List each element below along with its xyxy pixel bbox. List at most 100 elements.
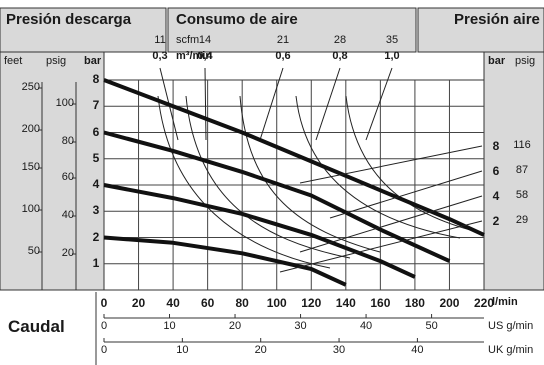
right-legend-panel xyxy=(483,51,544,291)
lmin-tick: 40 xyxy=(166,296,180,310)
right-bar-value: 4 xyxy=(492,189,500,203)
lmin-tick: 80 xyxy=(235,296,249,310)
usg-tick: 30 xyxy=(294,320,307,332)
right-psig-value: 58 xyxy=(515,189,529,201)
header-center-box xyxy=(167,7,417,53)
ukg-tick: 0 xyxy=(100,344,108,356)
lmin-tick: 20 xyxy=(131,296,146,310)
m3-label: m³/min xyxy=(176,50,213,62)
bar-tick: 8 xyxy=(92,72,100,86)
m3-value: 0,6 xyxy=(275,50,291,62)
header-center: Consumo de aire xyxy=(176,11,298,28)
right-psig-value: 87 xyxy=(515,164,529,176)
header-right: Presión aire xyxy=(454,11,540,28)
bar-tick: 6 xyxy=(92,124,100,139)
lmin-tick: 140 xyxy=(335,296,356,310)
m3-value: 1,0 xyxy=(384,50,400,62)
bar-tick: 2 xyxy=(92,229,100,244)
legend-leader xyxy=(299,145,483,184)
ukg-tick: 20 xyxy=(254,344,267,356)
air-leader-line xyxy=(259,67,284,141)
unit-bar: bar xyxy=(84,55,102,67)
right-bar-value: 6 xyxy=(492,164,500,178)
m3-value: 0,4 xyxy=(197,50,213,62)
psig-tick: 20 xyxy=(61,247,74,259)
air-consumption-curves xyxy=(157,67,479,269)
lmin-tick: 60 xyxy=(200,296,215,310)
header-right-box xyxy=(417,7,544,53)
feet-tick: 150 xyxy=(21,161,40,173)
air-consumption-curve xyxy=(345,95,479,233)
right-unit-bar: bar xyxy=(488,55,506,67)
scfm-value: 21 xyxy=(276,34,290,46)
psig-tick: 60 xyxy=(61,171,74,183)
right-bar-value: 8 xyxy=(492,139,500,153)
air-consumption-curve xyxy=(157,95,331,269)
m3-value: 0,3 xyxy=(152,50,168,62)
feet-tick: 250 xyxy=(21,81,40,93)
ukg-tick: 40 xyxy=(411,344,424,356)
lmin-tick: 160 xyxy=(370,296,391,310)
scfm-value: 35 xyxy=(385,34,399,46)
bar-tick: 3 xyxy=(92,203,100,218)
scfm-value: 11 xyxy=(154,34,166,46)
lmin-tick: 200 xyxy=(439,296,460,310)
pressure-curve-6 xyxy=(103,130,451,263)
header-left-box xyxy=(0,7,167,53)
lmin-tick: 100 xyxy=(266,296,287,310)
bar-tick: 7 xyxy=(92,98,100,113)
scfm-value: 14 xyxy=(198,34,212,46)
air-leader-line xyxy=(204,67,207,141)
scfm-label: scfm xyxy=(176,34,200,46)
usg-unit: US g/min xyxy=(488,320,534,332)
psig-tick: 100 xyxy=(55,97,74,109)
pressure-curve-4 xyxy=(103,183,416,279)
left-axis-panel xyxy=(0,51,105,291)
usg-tick: 50 xyxy=(425,320,438,332)
header-left: Presión descarga xyxy=(6,11,132,28)
usg-tick: 10 xyxy=(163,320,176,332)
grid-lines xyxy=(104,80,484,290)
psig-tick: 80 xyxy=(61,135,74,147)
air-leader-line xyxy=(365,67,393,141)
pressure-curves xyxy=(103,78,485,287)
bar-tick: 5 xyxy=(92,150,100,165)
ukg-unit: UK g/min xyxy=(488,344,534,356)
legend-leader xyxy=(279,220,483,273)
lmin-tick: 180 xyxy=(404,296,425,310)
legend-leader-lines xyxy=(279,145,483,273)
pressure-curve-2 xyxy=(103,235,347,287)
usg-tick: 0 xyxy=(100,320,108,332)
m3-value: 0,8 xyxy=(332,50,348,62)
scfm-value: 28 xyxy=(333,34,347,46)
air-consumption-curve xyxy=(185,95,351,259)
lmin-tick: 120 xyxy=(301,296,322,310)
feet-tick: 50 xyxy=(27,245,40,257)
usg-tick: 40 xyxy=(359,320,373,332)
legend-leader xyxy=(299,195,483,253)
lmin-tick: 220 xyxy=(473,296,495,310)
air-consumption-curve xyxy=(295,95,461,239)
pressure-curve-8 xyxy=(103,78,485,237)
ukg-tick: 30 xyxy=(332,344,346,356)
legend-leader xyxy=(329,170,483,219)
lmin-unit: l/min xyxy=(492,296,518,308)
air-leader-line xyxy=(315,67,341,141)
lmin-tick: 0 xyxy=(100,296,108,310)
bar-tick: 1 xyxy=(92,255,100,270)
right-bar-value: 2 xyxy=(492,214,500,228)
psig-tick: 40 xyxy=(61,209,74,221)
right-unit-psig: psig xyxy=(515,55,536,67)
bottom-tick-marks xyxy=(103,314,433,342)
ukg-tick: 10 xyxy=(176,344,189,356)
caudal-label: Caudal xyxy=(8,317,65,336)
right-psig-value: 29 xyxy=(515,214,529,226)
right-psig-value: 116 xyxy=(513,139,531,151)
bar-tick: 4 xyxy=(92,177,100,191)
unit-psig: psig xyxy=(46,55,67,67)
unit-feet: feet xyxy=(4,55,23,67)
usg-tick: 20 xyxy=(228,320,242,332)
feet-tick: 200 xyxy=(21,123,40,135)
left-tick-marks xyxy=(38,87,76,255)
